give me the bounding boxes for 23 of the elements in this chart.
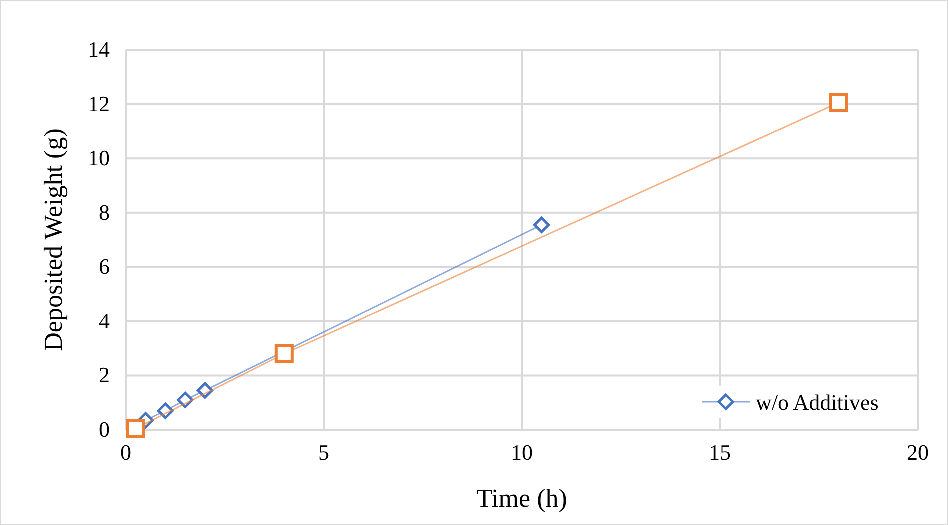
y-tick-label: 6: [99, 254, 110, 280]
point: [126, 419, 146, 438]
x-tick-label: 20: [907, 440, 929, 465]
x-tick-label: 5: [318, 440, 330, 465]
point: [157, 402, 174, 420]
y-tick-label: 14: [88, 37, 110, 62]
legend-label: w/o Additives: [756, 390, 879, 415]
y-tick-label: 12: [88, 91, 110, 116]
point: [177, 392, 194, 408]
x-tick-label: 0: [120, 440, 132, 465]
y-tick-label: 4: [99, 308, 110, 334]
point: [274, 344, 294, 364]
y-tick-label: 8: [99, 200, 110, 225]
y-axis-title: Deposited Weight (g): [39, 128, 68, 352]
y-tick-label: 2: [99, 362, 110, 388]
x-tick-label: 10: [511, 440, 533, 465]
point: [829, 93, 848, 112]
x-axis-title: Time (h): [476, 484, 568, 513]
point: [196, 382, 214, 399]
y-tick-label: 0: [99, 417, 110, 442]
point: [534, 216, 550, 234]
y-tick-label: 10: [88, 146, 110, 171]
x-tick-label: 15: [709, 440, 731, 465]
